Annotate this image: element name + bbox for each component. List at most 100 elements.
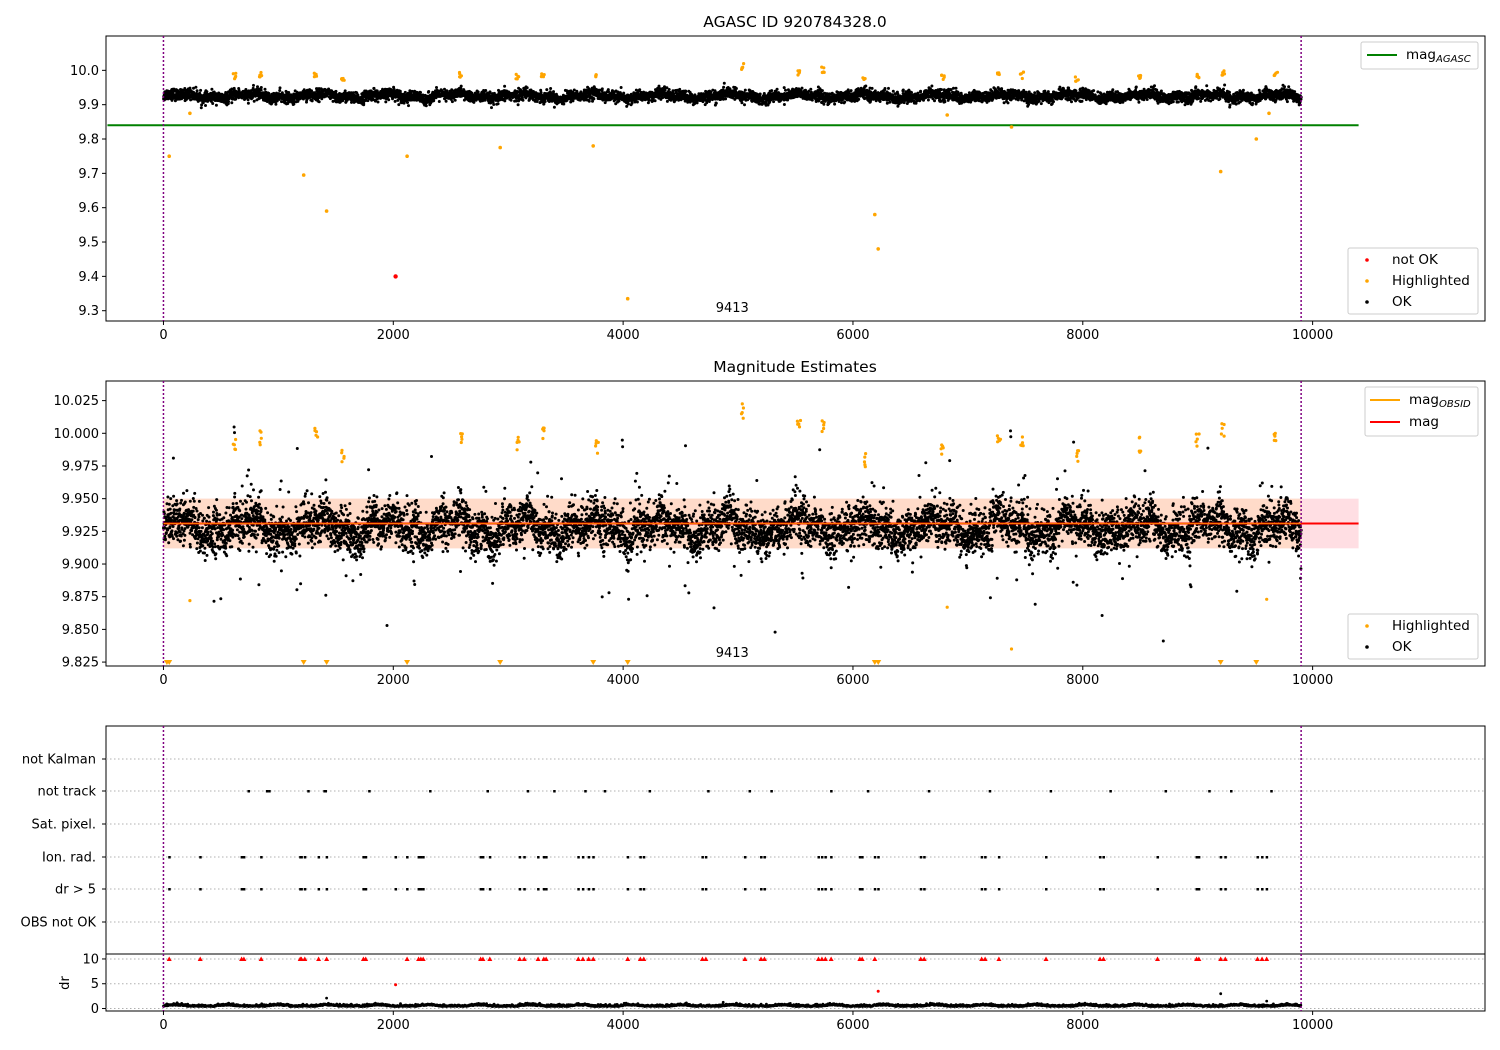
- ok-point: [398, 89, 402, 93]
- ok-point: [484, 89, 488, 92]
- ok-point: [419, 91, 422, 94]
- ok-point: [810, 98, 814, 102]
- ok-point: [543, 100, 547, 103]
- ok-point: [188, 86, 192, 90]
- ok-point: [227, 100, 230, 104]
- ok-point: [809, 87, 813, 91]
- ok-point: [722, 85, 726, 89]
- ok-point: [622, 91, 626, 95]
- ok-point: [926, 98, 930, 102]
- ok-point: [492, 103, 496, 106]
- ok-point: [772, 100, 776, 104]
- ok-point: [820, 89, 824, 93]
- ok-point: [252, 99, 256, 103]
- ok-point: [933, 99, 936, 103]
- ok-point: [195, 89, 199, 93]
- ok-point: [437, 100, 441, 103]
- ok-point: [545, 88, 549, 92]
- ok-point: [387, 98, 391, 102]
- ok-point: [246, 98, 250, 102]
- ok-point: [259, 88, 263, 92]
- ok-point: [714, 101, 718, 105]
- ok-point: [770, 89, 774, 93]
- ok-point: [734, 87, 738, 90]
- ok-point: [878, 100, 882, 103]
- ok-point: [919, 89, 923, 93]
- ok-point: [170, 98, 174, 102]
- ok-point: [503, 99, 507, 103]
- ok-point: [397, 103, 401, 107]
- ok-point: [384, 100, 388, 104]
- ok-point: [214, 103, 218, 107]
- ok-point: [192, 86, 195, 90]
- ok-point: [476, 90, 480, 94]
- ok-point: [259, 86, 263, 89]
- ok-point: [393, 99, 397, 103]
- ok-point: [317, 100, 321, 104]
- ok-point: [372, 86, 376, 90]
- ok-point: [453, 98, 457, 102]
- ok-point: [626, 102, 630, 106]
- ok-point: [278, 86, 282, 90]
- ok-point: [256, 85, 259, 89]
- agasc-panel-title: AGASC ID 920784328.0: [703, 13, 887, 31]
- ok-point: [849, 89, 853, 93]
- ok-point: [663, 88, 667, 92]
- ok-point: [857, 97, 861, 101]
- ok-point: [887, 86, 890, 90]
- ok-point: [940, 88, 943, 92]
- ok-point: [930, 84, 934, 88]
- ok-point: [334, 89, 338, 93]
- ok-point: [539, 91, 543, 94]
- ok-point: [459, 84, 463, 88]
- ok-point: [910, 91, 913, 94]
- ok-point: [427, 90, 431, 93]
- ok-point: [678, 87, 682, 91]
- ok-point: [516, 103, 520, 107]
- agasc-panel-frame: [105, 35, 1486, 322]
- ok-point: [782, 86, 786, 90]
- agasc-panel: AGASC ID 920784328.0 0 2000 4000 6000 8000 10…: [70, 13, 1486, 343]
- ok-point: [450, 100, 454, 104]
- ok-point: [800, 86, 804, 90]
- ok-point: [552, 90, 555, 94]
- ok-point: [230, 101, 234, 105]
- ok-point: [833, 102, 837, 106]
- ok-point: [192, 91, 196, 94]
- ok-point: [883, 87, 887, 90]
- agasc-panel-plot-area: [107, 36, 1359, 321]
- ok-point: [758, 92, 762, 96]
- ok-point: [587, 99, 591, 103]
- ok-point: [630, 101, 634, 105]
- ok-point: [189, 98, 193, 102]
- ok-point: [194, 85, 198, 89]
- ok-point: [490, 106, 493, 110]
- ok-point: [205, 90, 209, 94]
- ok-point: [204, 104, 207, 107]
- ok-point: [310, 99, 314, 103]
- ok-point: [210, 87, 214, 91]
- ok-point: [743, 103, 746, 107]
- ok-point: [782, 103, 786, 106]
- ok-point: [571, 99, 575, 103]
- ok-point: [646, 101, 650, 105]
- ok-point: [684, 90, 688, 93]
- ok-point: [263, 87, 267, 91]
- ok-point: [246, 101, 250, 105]
- ok-point: [870, 86, 874, 90]
- ok-point: [743, 88, 747, 92]
- ok-point: [822, 102, 826, 106]
- ok-point: [891, 89, 895, 93]
- ok-point: [592, 97, 596, 101]
- ok-point: [775, 87, 779, 91]
- ok-point: [503, 84, 507, 88]
- ok-point: [252, 83, 255, 87]
- ok-point: [724, 97, 728, 101]
- ok-point: [287, 91, 291, 94]
- ok-point: [407, 104, 410, 108]
- ok-point: [864, 84, 868, 88]
- ok-point: [943, 100, 947, 104]
- ok-point: [562, 102, 566, 106]
- ok-point: [552, 105, 556, 109]
